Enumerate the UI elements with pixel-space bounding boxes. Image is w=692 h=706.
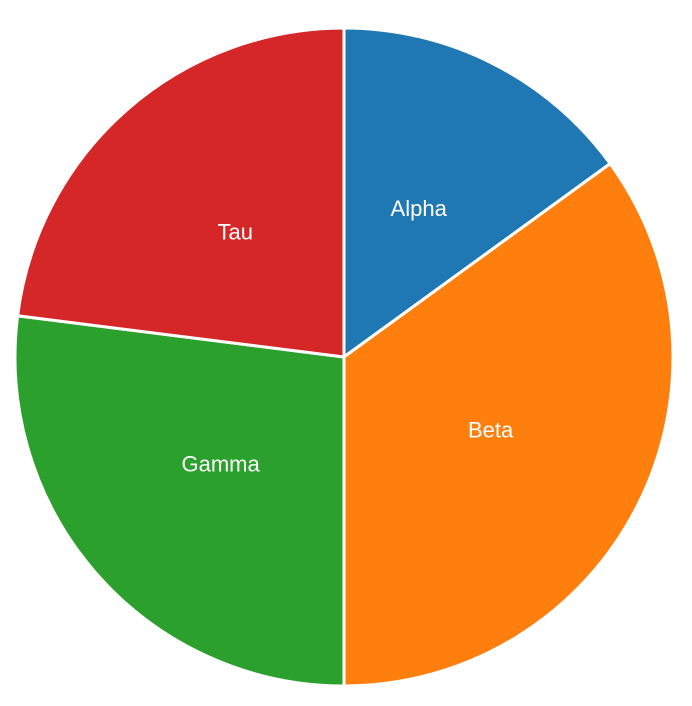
pie-label-beta: Beta xyxy=(468,417,514,442)
slices-layer xyxy=(13,26,675,688)
pie-label-alpha: Alpha xyxy=(391,196,448,221)
pie-slice-beta xyxy=(342,161,675,688)
pie-label-tau: Tau xyxy=(217,219,252,244)
pie-slice-gamma xyxy=(13,314,346,688)
labels-layer: Alpha Beta Gamma Tau xyxy=(181,196,513,476)
pie-label-gamma: Gamma xyxy=(181,452,260,477)
pie-slice-tau xyxy=(15,26,346,359)
pie-slice-alpha xyxy=(342,26,613,360)
